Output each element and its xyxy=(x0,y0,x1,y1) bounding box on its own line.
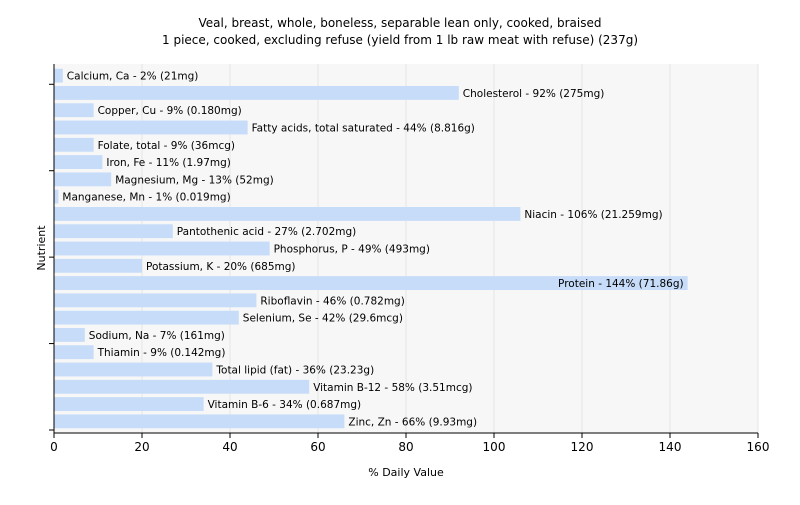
chart-title: Veal, breast, whole, boneless, separable… xyxy=(199,16,602,30)
x-tick-label-8: 160 xyxy=(747,440,770,454)
bar-12 xyxy=(54,276,688,290)
x-tick-label-0: 0 xyxy=(50,440,58,454)
y-axis-label: Nutrient xyxy=(35,225,48,271)
bar-label-14: Selenium, Se - 42% (29.6mcg) xyxy=(243,313,403,325)
bar-label-17: Total lipid (fat) - 36% (23.23g) xyxy=(215,365,374,377)
bar-label-16: Thiamin - 9% (0.142mg) xyxy=(97,347,226,359)
bar-label-12: Protein - 144% (71.86g) xyxy=(558,278,684,290)
bar-14 xyxy=(54,310,239,325)
x-axis-label: % Daily Value xyxy=(368,466,444,479)
bars: Calcium, Ca - 2% (21mg) Cholesterol - 92%… xyxy=(54,68,688,429)
bar-label-11: Potassium, K - 20% (685mg) xyxy=(146,261,296,273)
bar-4 xyxy=(54,137,94,152)
bar-label-8: Niacin - 106% (21.259mg) xyxy=(524,209,662,221)
bar-8 xyxy=(54,207,521,221)
bar-label-7: Manganese, Mn - 1% (0.019mg) xyxy=(62,192,230,204)
bar-label-10: Phosphorus, P - 49% (493mg) xyxy=(274,244,430,256)
bar-1 xyxy=(54,86,459,100)
bar-label-3: Fatty acids, total saturated - 44% (8.81… xyxy=(252,123,475,135)
x-tick-label-6: 120 xyxy=(571,440,594,454)
bar-20 xyxy=(54,414,345,429)
bar-label-1: Cholesterol - 92% (275mg) xyxy=(463,88,605,100)
bar-label-15: Sodium, Na - 7% (161mg) xyxy=(89,330,225,342)
chart-subtitle: 1 piece, cooked, excluding refuse (yield… xyxy=(162,33,638,47)
bar-label-20: Zinc, Zn - 66% (9.93mg) xyxy=(348,416,477,428)
x-tick-label-2: 40 xyxy=(222,440,237,454)
bar-17 xyxy=(54,362,213,377)
bar-19 xyxy=(54,397,204,411)
bar-label-9: Pantothenic acid - 27% (2.702mg) xyxy=(177,226,356,238)
bar-2 xyxy=(54,103,94,118)
x-tick-label-3: 60 xyxy=(310,440,325,454)
axes: 0 20 40 60 80 100 120 140 160 xyxy=(49,64,769,454)
bar-label-19: Vitamin B-6 - 34% (0.687mg) xyxy=(208,399,362,411)
bar-9 xyxy=(54,224,173,239)
x-tick-label-1: 20 xyxy=(134,440,149,454)
bar-18 xyxy=(54,379,310,394)
bar-label-4: Folate, total - 9% (36mcg) xyxy=(98,140,235,152)
bar-3 xyxy=(54,120,248,135)
bar-7 xyxy=(54,189,59,204)
bar-0 xyxy=(54,68,63,83)
bar-6 xyxy=(54,172,112,187)
bar-label-13: Riboflavin - 46% (0.782mg) xyxy=(260,295,404,307)
x-tick-label-4: 80 xyxy=(398,440,413,454)
bar-label-6: Magnesium, Mg - 13% (52mg) xyxy=(115,174,274,186)
bar-label-0: Calcium, Ca - 2% (21mg) xyxy=(67,71,199,83)
x-tick-label-5: 100 xyxy=(483,440,506,454)
bar-16 xyxy=(54,345,94,360)
bar-15 xyxy=(54,328,85,342)
bar-label-18: Vitamin B-12 - 58% (3.51mcg) xyxy=(313,382,472,394)
bar-10 xyxy=(54,241,270,256)
bar-13 xyxy=(54,293,257,308)
bar-label-5: Iron, Fe - 11% (1.97mg) xyxy=(106,157,230,169)
bar-11 xyxy=(54,258,142,273)
bar-5 xyxy=(54,155,103,169)
bar-label-2: Copper, Cu - 9% (0.180mg) xyxy=(98,105,242,117)
x-tick-label-7: 140 xyxy=(659,440,682,454)
